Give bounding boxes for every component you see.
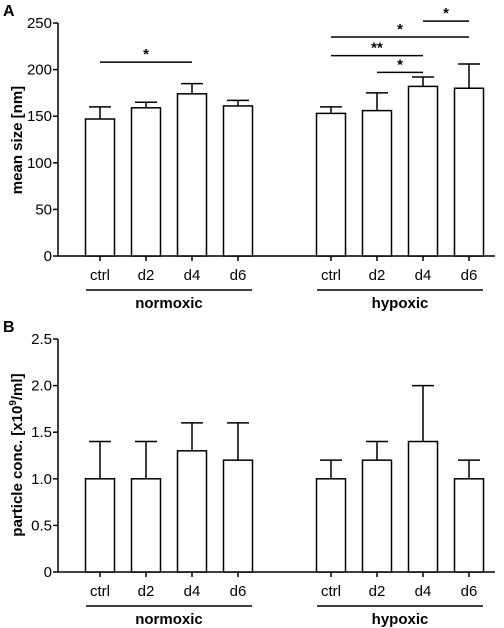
panel-a-significance: ****** (100, 5, 469, 73)
category-label: d2 (369, 583, 386, 600)
category-label: d2 (138, 267, 155, 284)
panel-a: A mean size [nm] 0 50 100 150 200 250 ctrl d2 d… (3, 3, 495, 312)
bar (361, 109, 393, 257)
category-label: ctrl (90, 583, 110, 600)
significance-label: * (397, 56, 403, 73)
category-label: ctrl (90, 267, 110, 284)
bar (222, 105, 254, 257)
bar (84, 478, 116, 573)
y-tick-label: 0 (44, 248, 52, 265)
panel-b-bars (84, 384, 485, 573)
bar (176, 450, 208, 573)
bar (222, 459, 254, 573)
panel-b-y-axis-label-part1: particle conc. [x10 (9, 406, 26, 537)
category-label: d4 (184, 267, 201, 284)
y-tick-label: 2.5 (31, 331, 52, 348)
panel-b-y-axis-label-exponent: 9 (8, 400, 19, 406)
bar (84, 118, 116, 257)
bar (176, 93, 208, 257)
bar (130, 478, 162, 573)
category-label: d4 (415, 267, 432, 284)
significance-label: ** (371, 40, 383, 57)
category-label: d6 (230, 583, 247, 600)
bar (130, 107, 162, 257)
y-tick-label: 200 (27, 62, 52, 79)
y-tick-label: 0.5 (31, 517, 52, 534)
group-label: normoxic (135, 611, 203, 628)
group-label: hypoxic (372, 295, 429, 312)
category-label: d4 (184, 583, 201, 600)
panel-b-y-axis-label-part2: /ml] (9, 373, 26, 400)
y-tick-label: 50 (35, 201, 52, 218)
y-tick-label: 100 (27, 155, 52, 172)
panel-b-category-labels: ctrl d2 d4 d6 normoxic ctrl d2 d4 d6 hypoxic (86, 583, 483, 628)
panel-a-y-axis-label: mean size [nm] (9, 86, 26, 194)
y-tick-label: 1.0 (31, 471, 52, 488)
y-tick-label: 150 (27, 108, 52, 125)
bar (315, 478, 347, 573)
group-label: hypoxic (372, 611, 429, 628)
category-label: d6 (461, 583, 478, 600)
group-label: normoxic (135, 295, 203, 312)
significance-label: * (443, 5, 449, 22)
y-tick-label: 0 (44, 564, 52, 581)
bar (407, 440, 439, 573)
bar (315, 112, 347, 257)
y-tick-label: 250 (27, 15, 52, 32)
bar (407, 85, 439, 257)
bar (453, 478, 485, 573)
panel-b: B particle conc. [x109/ml] 0 0.5 1.0 1.5 2.0… (3, 319, 495, 628)
category-label: ctrl (321, 267, 341, 284)
category-label: ctrl (321, 583, 341, 600)
category-label: d2 (138, 583, 155, 600)
panel-a-category-labels: ctrl d2 d4 d6 normoxic ctrl d2 d4 d6 hypoxic (86, 267, 483, 312)
panel-a-label: A (3, 3, 15, 20)
significance-label: * (143, 46, 149, 63)
category-label: d6 (230, 267, 247, 284)
y-tick-label: 1.5 (31, 424, 52, 441)
panel-a-bars (84, 63, 485, 257)
significance-label: * (397, 21, 403, 38)
category-label: d2 (369, 267, 386, 284)
category-label: d4 (415, 583, 432, 600)
y-tick-label: 2.0 (31, 378, 52, 395)
panel-b-y-axis-label: particle conc. [x109/ml] (8, 373, 26, 536)
category-label: d6 (461, 267, 478, 284)
bar (361, 459, 393, 573)
panel-b-label: B (3, 319, 15, 336)
bar (453, 87, 485, 257)
